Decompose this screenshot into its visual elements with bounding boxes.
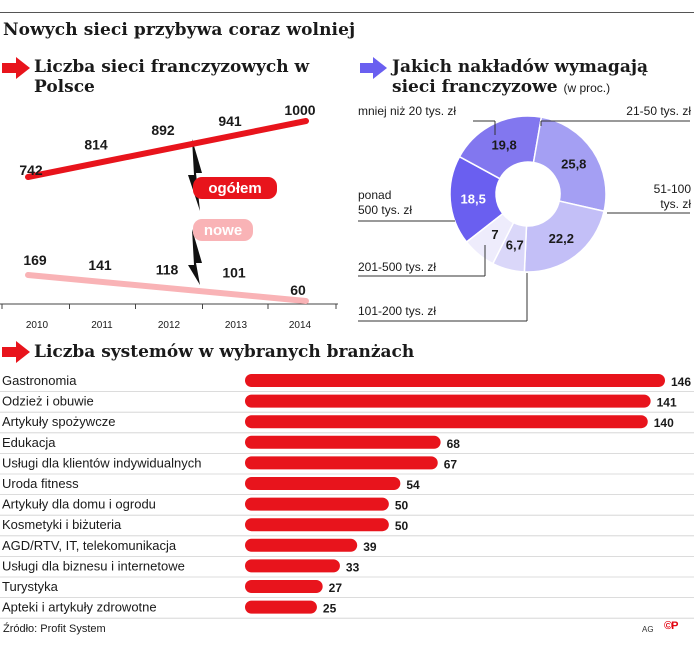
donut-chart-subtitle: (w proc.): [563, 81, 611, 95]
pie-value-label: 25,8: [561, 156, 586, 171]
bar: [245, 559, 340, 573]
x-tick-label: 2014: [289, 320, 312, 331]
x-tick-label: 2011: [91, 320, 113, 331]
purple-arrow-icon: [360, 57, 387, 79]
pie-value-label: 6,7: [506, 237, 524, 252]
bar-category-label: Apteki i artykuły zdrowotne: [2, 600, 157, 615]
pie-slice: [465, 212, 515, 265]
pie-slice: [523, 200, 605, 273]
series-line-nowe: [25, 272, 309, 304]
red-arrow-icon: [2, 57, 30, 79]
bar-chart: Gastronomia 146 Odzież i obuwie 141 Artykuły…: [0, 373, 694, 619]
pie-slice: [532, 116, 607, 213]
data-label-nowe: 141: [88, 257, 112, 273]
x-tick-label: 2012: [158, 320, 181, 331]
bar: [245, 435, 441, 449]
bar-category-label: AGD/RTV, IT, telekomunikacja: [2, 538, 177, 553]
bar-category-label: Odzież i obuwie: [2, 394, 94, 409]
pie-category-label: mniej niż 20 tys. zł: [358, 104, 456, 118]
line-chart-title: Liczba sieci franczyzowych w Polsce: [34, 57, 310, 97]
x-tick-label: 2013: [225, 320, 248, 331]
legend-label-ogolem: ogółem: [208, 180, 261, 197]
bar-value-label: 140: [654, 416, 674, 430]
bar: [245, 394, 651, 408]
data-label-ogolem: 814: [84, 137, 108, 153]
bar-value-label: 50: [395, 499, 409, 513]
data-label-ogolem: 941: [218, 113, 242, 129]
pie-category-label: 101-200 tys. zł: [358, 304, 436, 318]
data-label-nowe: 118: [156, 261, 179, 277]
pie-category-label: 51-100 tys. zł: [654, 182, 692, 211]
bar: [245, 497, 389, 511]
pie-value-label: 22,2: [549, 231, 574, 246]
pie-category-label: ponad 500 tys. zł: [358, 188, 412, 217]
bar: [245, 456, 438, 470]
legend-pill-nowe: [193, 219, 253, 241]
pie-category-label: 201-500 tys. zł: [358, 260, 436, 274]
bar-category-label: Artykuły dla domu i ogrodu: [2, 497, 156, 512]
top-rule: [0, 12, 694, 13]
bar: [245, 600, 317, 614]
donut-chart-title-text: Jakich nakładów wymagają sieci franczyzo…: [392, 57, 648, 97]
bar-value-label: 39: [363, 540, 377, 554]
bar-value-label: 141: [657, 396, 677, 410]
bar-category-label: Uroda fitness: [2, 476, 79, 491]
red-arrow-icon: [2, 341, 30, 363]
pie-slice: [458, 115, 543, 180]
bar: [245, 518, 389, 532]
bar-category-label: Turystyka: [2, 579, 59, 594]
bar-value-label: 54: [406, 478, 420, 492]
donut-chart-title: Jakich nakładów wymagają sieci franczyzo…: [392, 57, 692, 98]
data-label-ogolem: 742: [19, 162, 43, 178]
author-initials: AG: [642, 625, 654, 634]
bar: [245, 477, 401, 490]
data-label-nowe: 60: [290, 282, 306, 298]
bar: [245, 374, 665, 387]
bar-value-label: 67: [444, 457, 458, 471]
legend-pill-ogolem: [193, 177, 277, 199]
pie-value-label: 18,5: [461, 192, 486, 207]
bar-value-label: 33: [346, 560, 360, 574]
page-title: Nowych sieci przybywa coraz wolniej: [3, 20, 356, 40]
bar-category-label: Usługi dla klientów indywidualnych: [2, 455, 201, 470]
legend-label-nowe: nowe: [204, 222, 242, 239]
bar: [245, 580, 323, 593]
bar-value-label: 25: [323, 602, 337, 616]
series-line-ogolem: [25, 118, 309, 180]
source-note: Źródło: Profit System: [3, 623, 106, 635]
axis-break-marker: [188, 229, 202, 285]
bar-category-label: Edukacja: [2, 435, 56, 450]
bar-category-label: Artykuły spożywcze: [2, 414, 115, 429]
brand-logo: ©P: [664, 620, 678, 632]
pie-category-label: 21-50 tys. zł: [626, 104, 691, 118]
bar: [245, 415, 648, 429]
pie-value-label: 7: [491, 227, 498, 242]
bar: [245, 538, 358, 552]
donut-chart: 18,5 19,8 25,8 22,2 6,7 7 mniej niż 20 tys. zł…: [358, 104, 692, 322]
data-label-nowe: 169: [23, 252, 47, 268]
bar-chart-title: Liczba systemów w wybranych branżach: [34, 342, 415, 362]
axis-break-marker: [188, 139, 202, 211]
x-tick-label: 2010: [26, 320, 49, 331]
data-label-nowe: 101: [222, 264, 246, 280]
pie-value-label: 19,8: [491, 137, 516, 152]
line-chart: 2010 2011 2012 2013 2014 742 814 892 941 1000 169 1…: [0, 102, 338, 331]
bar-value-label: 146: [671, 375, 691, 389]
bar-category-label: Usługi dla biznesu i internetowe: [2, 558, 185, 573]
bar-category-label: Gastronomia: [2, 373, 77, 388]
bar-value-label: 50: [395, 519, 409, 533]
data-label-ogolem: 1000: [284, 102, 315, 118]
data-label-ogolem: 892: [151, 122, 175, 138]
bar-value-label: 27: [329, 581, 343, 595]
bar-value-label: 68: [447, 437, 461, 451]
bar-category-label: Kosmetyki i biżuteria: [2, 517, 122, 532]
